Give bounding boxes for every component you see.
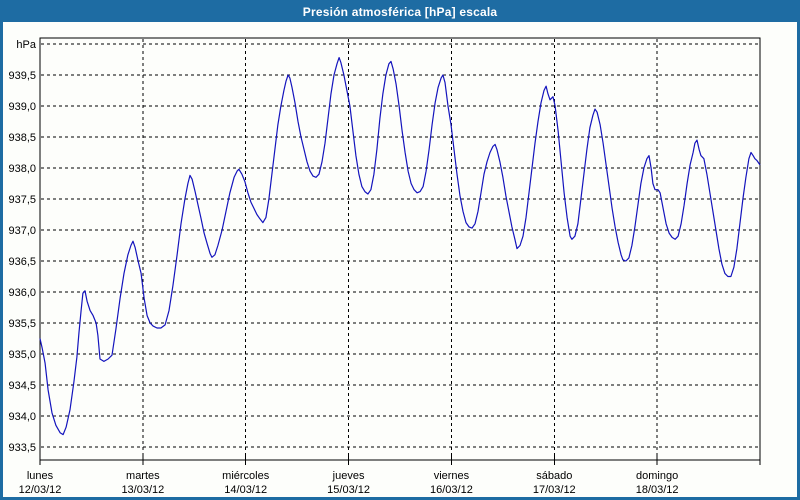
x-axis-date-label: 18/03/12 <box>636 484 679 496</box>
pressure-series-line <box>39 56 761 436</box>
x-axis-day-label: lunes <box>27 470 54 482</box>
x-axis-day-label: jueves <box>332 470 365 482</box>
chart-area: 939,5 939,0 938,5 938,0 937,5 937,0 936,5 936,0… <box>3 22 797 497</box>
x-axis-day-label: sábado <box>536 470 572 482</box>
x-axis-date-label: 17/03/12 <box>533 484 576 496</box>
x-axis-date-label: 16/03/12 <box>430 484 473 496</box>
x-axis-date-label: 13/03/12 <box>121 484 164 496</box>
x-axis-day-label: miércoles <box>222 470 270 482</box>
y-axis-label: 934,5 <box>8 380 36 392</box>
x-axis-day-label: domingo <box>636 470 678 482</box>
chart-title-bar: Presión atmosférica [hPa] escala <box>3 3 797 22</box>
y-axis-label: 939,0 <box>8 101 36 113</box>
y-axis-label: 937,5 <box>8 194 36 206</box>
y-axis-label: 937,0 <box>8 225 36 237</box>
y-axis-label: 938,0 <box>8 163 36 175</box>
pressure-line-chart: 939,5 939,0 938,5 938,0 937,5 937,0 936,5 936,0… <box>8 37 761 496</box>
y-axis-unit-label: hPa <box>16 39 36 51</box>
chart-title: Presión atmosférica [hPa] escala <box>302 5 498 19</box>
y-axis-label: 934,0 <box>8 411 36 423</box>
y-axis-label: 939,5 <box>8 70 36 82</box>
x-axis-date-label: 12/03/12 <box>19 484 62 496</box>
y-axis-label: 938,5 <box>8 132 36 144</box>
x-axis-day-label: martes <box>126 470 160 482</box>
y-axis-label: 935,5 <box>8 318 36 330</box>
x-axis-date-label: 15/03/12 <box>327 484 370 496</box>
y-axis-label: 936,0 <box>8 287 36 299</box>
plot-border <box>39 37 761 461</box>
y-axis-label: 936,5 <box>8 256 36 268</box>
x-axis-date-label: 14/03/12 <box>224 484 267 496</box>
y-axis-label: 935,0 <box>8 349 36 361</box>
y-axis-label: 933,5 <box>8 442 36 454</box>
x-axis-day-label: viernes <box>434 470 470 482</box>
